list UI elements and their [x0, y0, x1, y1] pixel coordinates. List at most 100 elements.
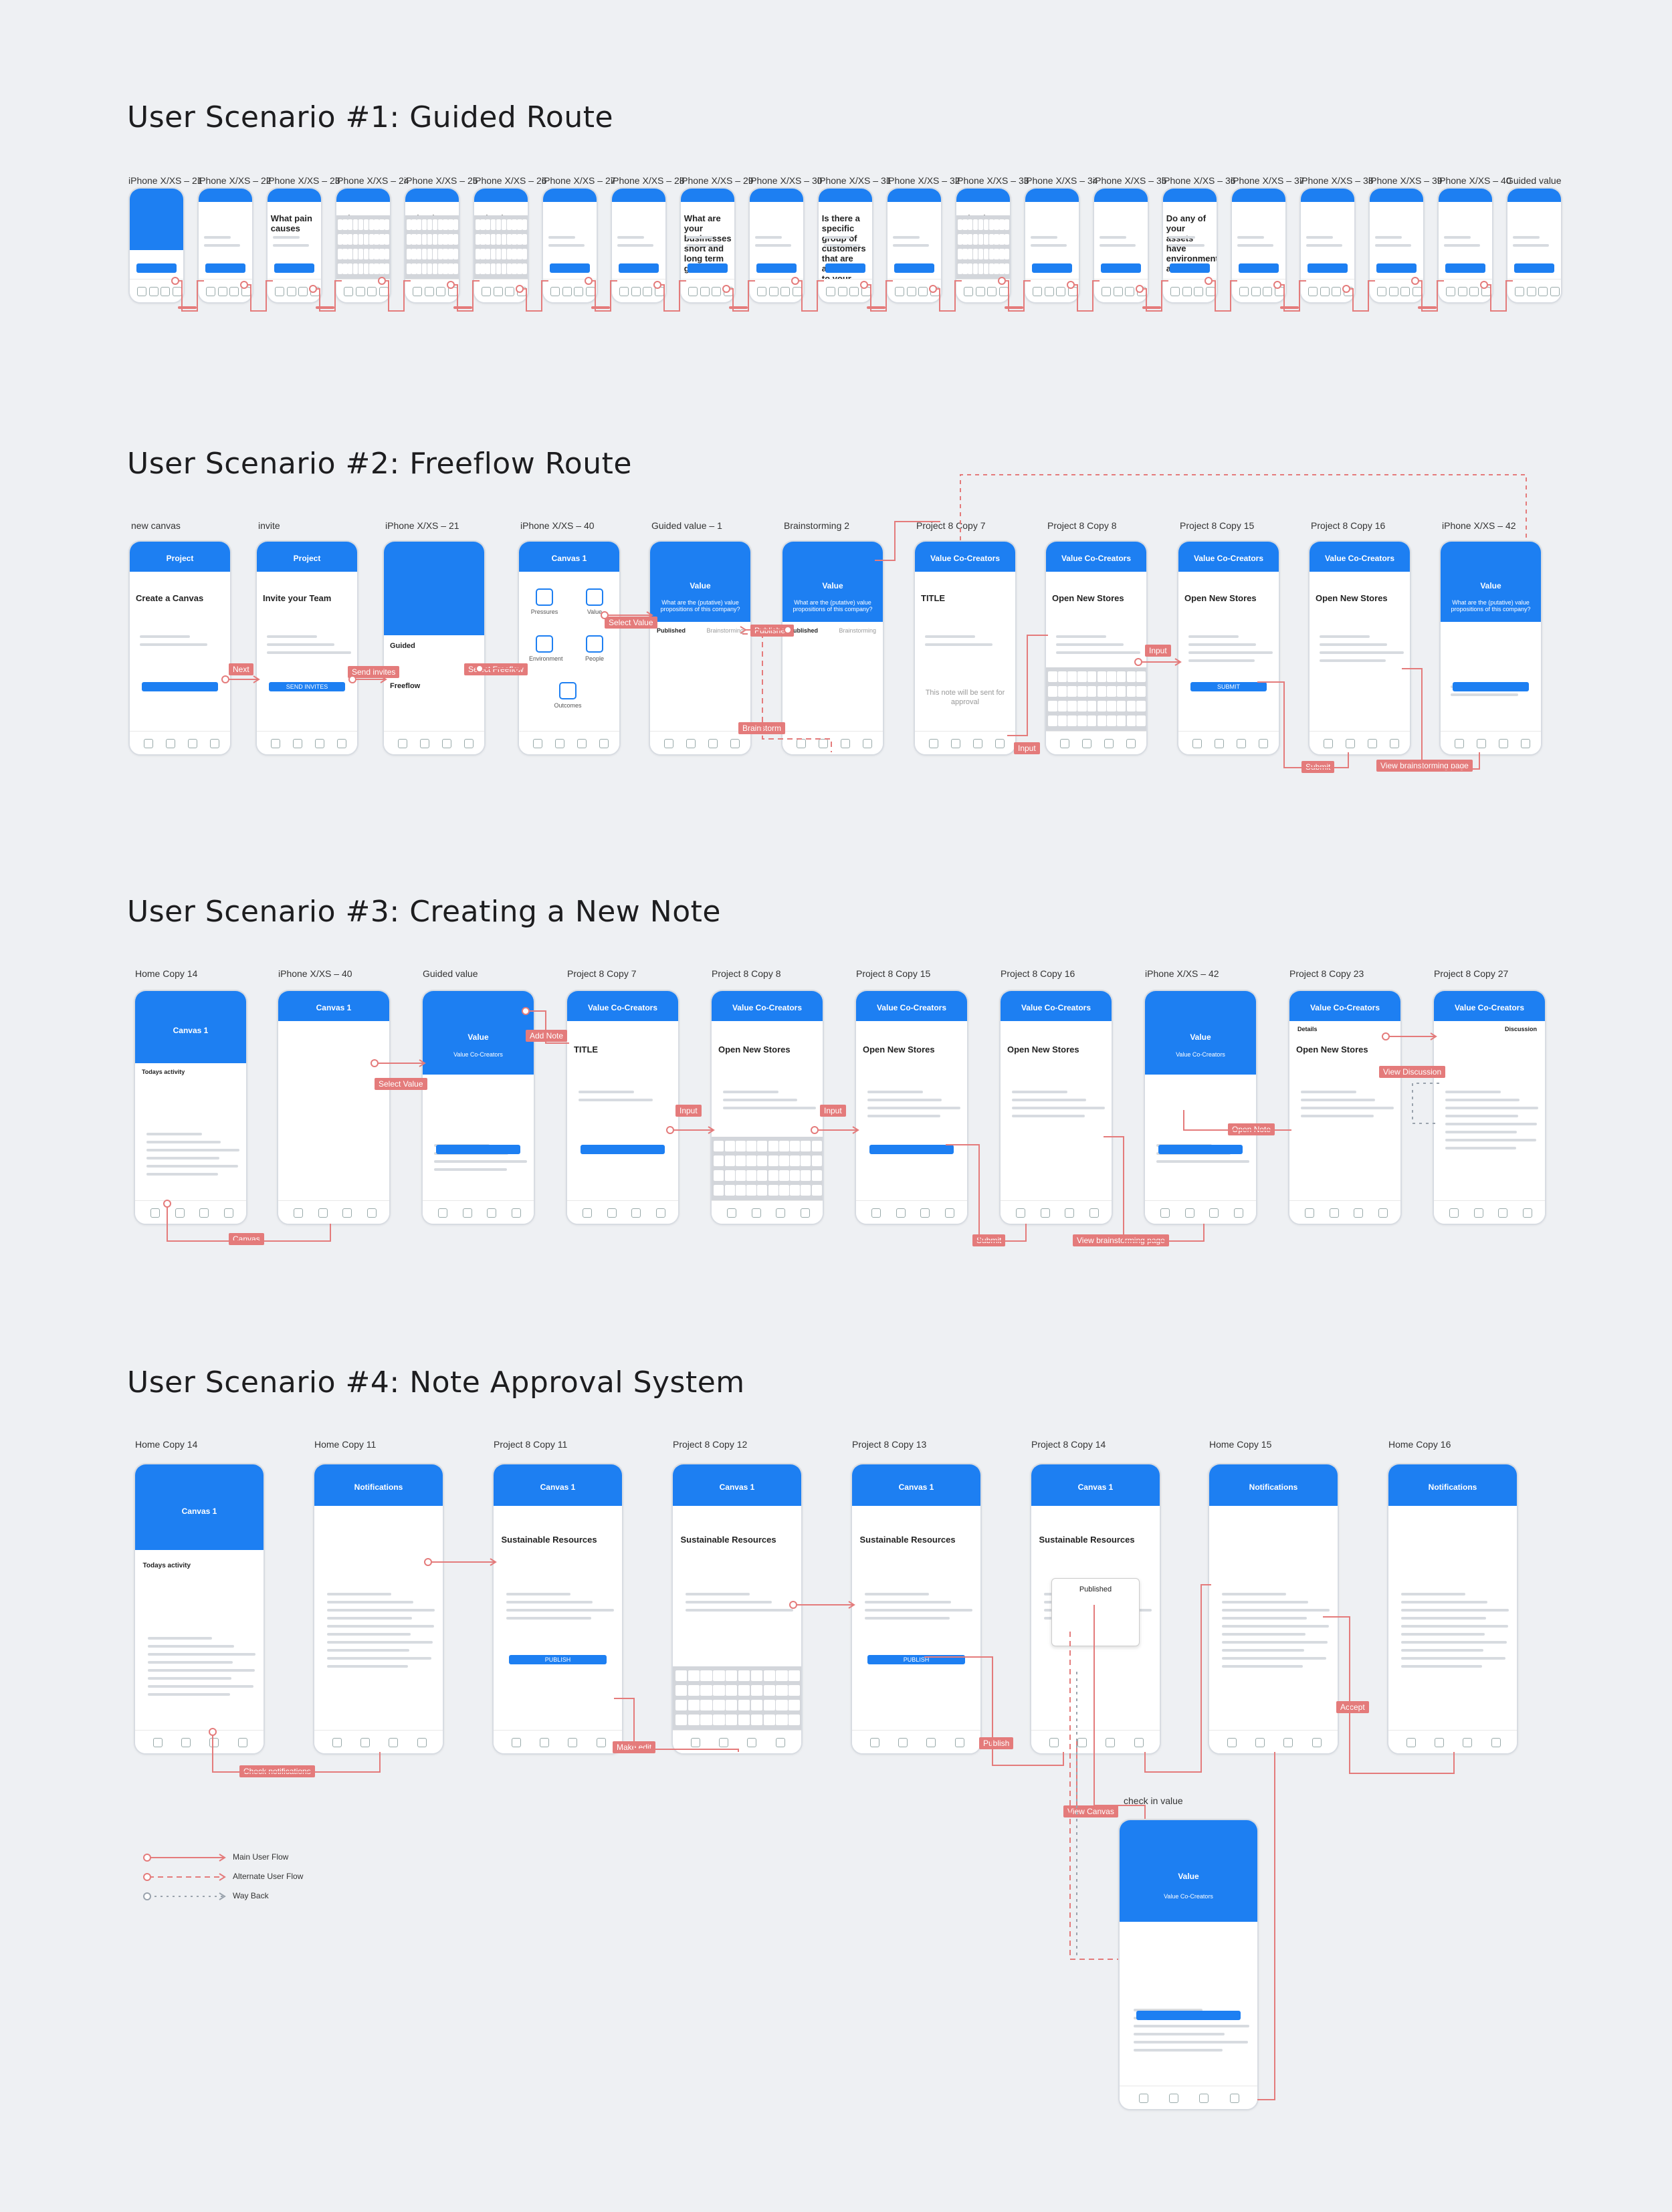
keyboard-key[interactable] — [750, 1715, 762, 1725]
keyboard-key[interactable] — [348, 234, 353, 245]
tab-icon[interactable] — [819, 739, 828, 748]
primary-button[interactable] — [1513, 263, 1555, 273]
keyboard-key[interactable] — [406, 219, 411, 230]
tab-icon[interactable] — [1491, 1738, 1501, 1747]
s1-screen[interactable]: What pain causes — [266, 187, 322, 304]
keyboard-key[interactable] — [1048, 701, 1057, 711]
keyboard-key[interactable] — [983, 219, 988, 230]
keyboard-key[interactable] — [437, 219, 443, 230]
keyboard-key[interactable] — [968, 249, 973, 259]
tab-icon[interactable] — [294, 1208, 304, 1218]
keyboard-key[interactable] — [778, 1170, 789, 1181]
keyboard-key[interactable] — [522, 249, 528, 259]
keyboard-key[interactable] — [746, 1170, 757, 1181]
keyboard-key[interactable] — [437, 263, 443, 274]
keyboard-key[interactable] — [1077, 701, 1087, 711]
s1-screen[interactable] — [1093, 187, 1149, 304]
tab-icon[interactable] — [826, 287, 836, 296]
keyboard-key[interactable] — [776, 1670, 788, 1681]
s3-note-submitted-screen[interactable]: Value Co-Creators Open New Stores — [999, 990, 1113, 1225]
keyboard-key[interactable] — [1067, 686, 1077, 697]
keyboard-key[interactable] — [735, 1185, 746, 1196]
tab-icon[interactable] — [1312, 1738, 1322, 1747]
s4-published-screen[interactable]: Canvas 1 Sustainable Resources Published — [1030, 1463, 1161, 1755]
tab-icon[interactable] — [540, 1738, 550, 1747]
tab-icon[interactable] — [780, 287, 791, 296]
keyboard-key[interactable] — [1116, 715, 1126, 726]
primary-button[interactable] — [1445, 263, 1486, 273]
tab-icon[interactable] — [355, 287, 365, 296]
keyboard-key[interactable] — [1097, 671, 1106, 682]
s1-screen[interactable]: What key resources does your value propo… — [955, 187, 1011, 304]
primary-button[interactable] — [1031, 263, 1073, 273]
keyboard-key[interactable] — [1005, 219, 1010, 230]
keyboard-key[interactable] — [1087, 671, 1097, 682]
s3-note-submit-screen[interactable]: Value Co-Creators Open New Stores — [855, 990, 968, 1225]
keyboard-key[interactable] — [1077, 686, 1087, 697]
tab-icon[interactable] — [1388, 287, 1398, 296]
keyboard-key[interactable] — [994, 219, 999, 230]
tab-icon[interactable] — [1457, 287, 1467, 296]
tab-icon[interactable] — [987, 287, 997, 296]
keyboard-key[interactable] — [768, 1155, 778, 1166]
tab-icon[interactable] — [181, 1738, 191, 1747]
s1-screen[interactable] — [1437, 187, 1493, 304]
tab-icon[interactable] — [533, 739, 542, 748]
keyboard-key[interactable] — [688, 1670, 700, 1681]
keyboard-key[interactable] — [1097, 715, 1106, 726]
tab-icon[interactable] — [1305, 1208, 1315, 1218]
keyboard-key[interactable] — [735, 1141, 746, 1151]
keyboard-key[interactable] — [427, 234, 433, 245]
tab-icon[interactable] — [210, 739, 219, 748]
tab-icon[interactable] — [1275, 287, 1284, 296]
keyboard-key[interactable] — [443, 249, 448, 259]
tab-icon[interactable] — [367, 287, 377, 296]
keyboard-key[interactable] — [432, 219, 437, 230]
s1-screen[interactable]: Is there a specific group of customers t… — [817, 187, 873, 304]
tab-icon[interactable] — [1068, 287, 1077, 296]
tab-icon[interactable] — [367, 1208, 377, 1218]
keyboard-key[interactable] — [517, 234, 522, 245]
tab-icon[interactable] — [337, 739, 346, 748]
keyboard-key[interactable] — [432, 249, 437, 259]
keyboard-key[interactable] — [512, 263, 517, 274]
keyboard-key[interactable] — [1057, 671, 1067, 682]
canvas-item[interactable]: Pressures — [529, 588, 560, 615]
keyboard-key[interactable] — [962, 263, 968, 274]
tab-icon[interactable] — [562, 287, 572, 296]
s1-screen[interactable] — [611, 187, 667, 304]
keyboard-key[interactable] — [1107, 671, 1116, 682]
keyboard-key[interactable] — [790, 1185, 801, 1196]
tab-icon[interactable] — [342, 1208, 352, 1218]
keyboard-key[interactable] — [746, 1185, 757, 1196]
keyboard-key[interactable] — [1057, 701, 1067, 711]
primary-button[interactable] — [618, 263, 659, 273]
tab-icon[interactable] — [775, 1738, 785, 1747]
keyboard-key[interactable] — [417, 234, 422, 245]
primary-button[interactable] — [435, 1145, 521, 1154]
keyboard-key[interactable] — [522, 219, 528, 230]
keyboard-key[interactable] — [776, 1700, 788, 1710]
primary-button[interactable] — [1453, 682, 1529, 691]
keyboard-key[interactable] — [1126, 715, 1136, 726]
keyboard-key[interactable] — [763, 1700, 775, 1710]
keyboard-key[interactable] — [491, 234, 496, 245]
keyboard-key[interactable] — [738, 1700, 750, 1710]
tab-icon[interactable] — [150, 1208, 161, 1218]
tab-icon[interactable] — [861, 287, 871, 296]
s4-resource-screen[interactable]: Canvas 1 Sustainable Resources PUBLISH — [492, 1463, 623, 1755]
keyboard-key[interactable] — [427, 219, 433, 230]
keyboard-key[interactable] — [1126, 686, 1136, 697]
keyboard-key[interactable] — [379, 234, 385, 245]
s1-screen[interactable] — [1299, 187, 1356, 304]
tab-icon[interactable] — [448, 287, 457, 296]
keyboard-key[interactable] — [501, 263, 506, 274]
keyboard-key[interactable] — [968, 234, 973, 245]
keyboard-key[interactable] — [1107, 701, 1116, 711]
keyboard-key[interactable] — [385, 249, 390, 259]
s2-route-screen[interactable]: Guided Freeflow — [383, 540, 486, 756]
keyboard-key[interactable] — [688, 1715, 700, 1725]
keyboard-key[interactable] — [453, 234, 459, 245]
keyboard-key[interactable] — [475, 249, 480, 259]
keyboard-key[interactable] — [369, 234, 374, 245]
